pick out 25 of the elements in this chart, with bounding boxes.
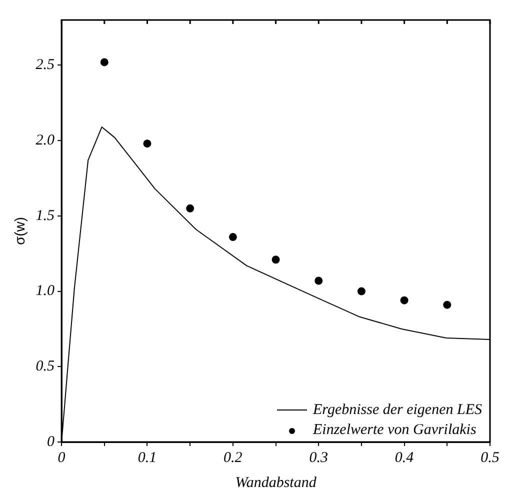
point [443, 300, 452, 309]
x-tick-label: 0.4 [394, 450, 414, 466]
y-tick-label: 0.5 [36, 358, 56, 375]
y-tick-label: 2.5 [36, 57, 56, 74]
x-tick-label: 0.2 [224, 450, 243, 466]
x-tick-label: 0.1 [138, 450, 157, 466]
legend-label: Ergebnisse der eigenen LES [312, 402, 482, 418]
point [186, 204, 194, 212]
y-tick-label: 2.0 [36, 132, 56, 149]
point [100, 58, 108, 66]
legend-label: Einzelwerte von Gavrilakis [312, 422, 476, 438]
y-tick-label: 1.0 [36, 283, 56, 300]
point [228, 233, 237, 242]
point [314, 276, 323, 285]
point [143, 140, 152, 148]
y-tick-label: 1.5 [36, 208, 56, 224]
y-axis-title: σ(w) [11, 216, 28, 246]
x-tick-label: 0.5 [480, 450, 500, 466]
point [400, 296, 408, 304]
x-axis-title: Wandabstand [235, 474, 317, 491]
x-tick-label: 0 [58, 450, 66, 466]
point [357, 287, 366, 296]
x-tick-label: 0.3 [309, 450, 328, 466]
point [272, 256, 280, 264]
y-tick-label: 0 [47, 434, 56, 450]
